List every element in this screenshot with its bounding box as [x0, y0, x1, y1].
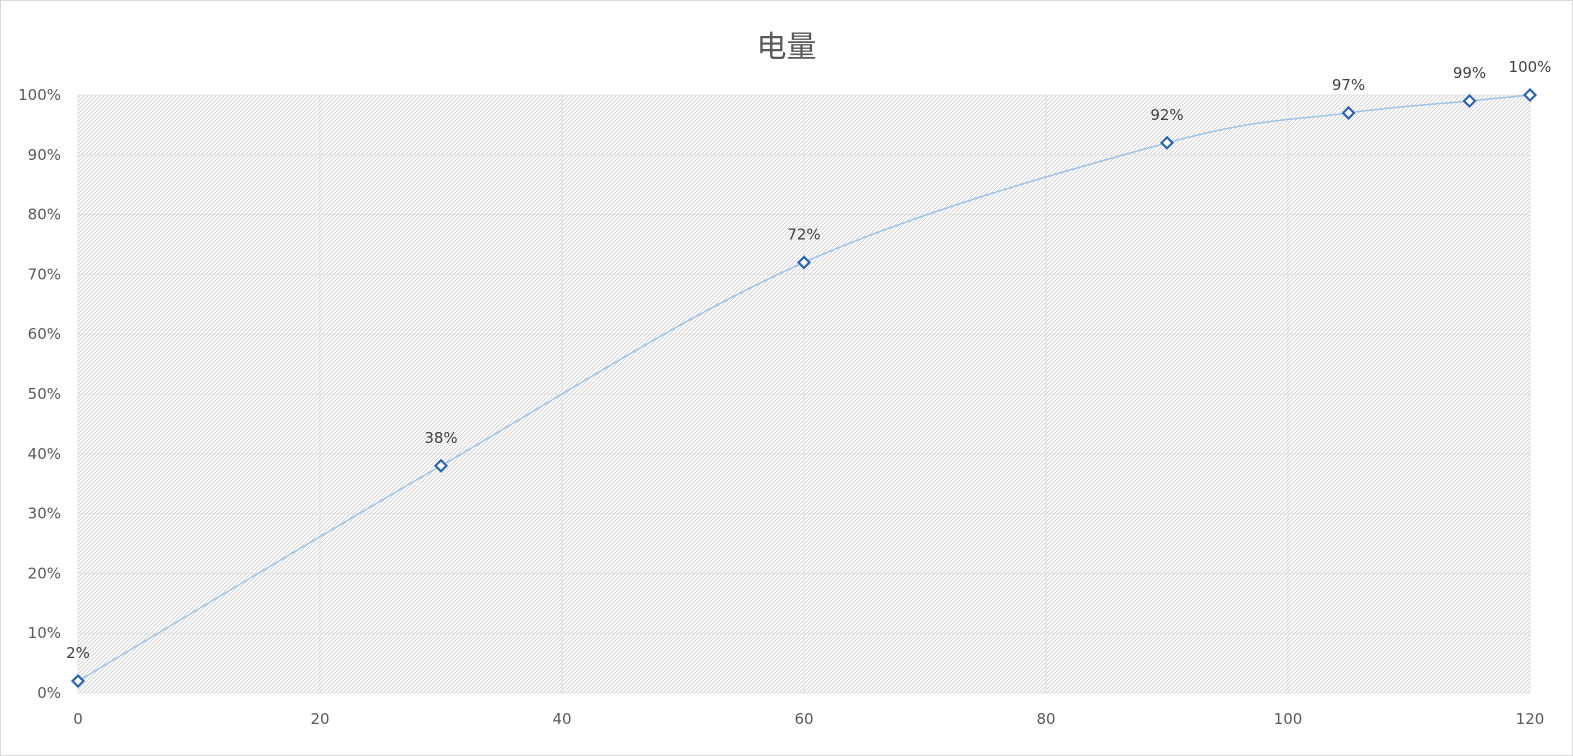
grid-layer [77, 94, 1531, 694]
data-point [1522, 87, 1538, 103]
y-tick-label: 90% [28, 146, 61, 164]
x-tick-label: 120 [1516, 710, 1545, 728]
data-label: 38% [424, 429, 457, 447]
data-label: 92% [1150, 106, 1183, 124]
x-tick-label: 100 [1274, 710, 1303, 728]
y-tick-label: 70% [28, 265, 61, 283]
series-line [77, 94, 1531, 682]
x-tick-label: 40 [552, 710, 571, 728]
data-point [433, 458, 449, 473]
x-tick-label: 0 [73, 710, 83, 728]
data-label: 97% [1332, 76, 1365, 94]
marker-layer [70, 87, 1538, 689]
x-tick-label: 80 [1036, 710, 1055, 728]
y-tick-label: 30% [28, 505, 61, 523]
label-layer: 2% 38% 72% 92% 97% 99% 100% [66, 58, 1551, 662]
data-point [1159, 135, 1175, 150]
chart-title: 电量 [756, 30, 817, 65]
y-tick-label: 10% [28, 624, 61, 642]
y-tick-label: 20% [28, 564, 61, 582]
data-label: 100% [1509, 58, 1552, 76]
data-point [70, 673, 86, 689]
y-tick-label: 40% [28, 445, 61, 463]
data-label: 99% [1453, 64, 1486, 82]
y-tick-label: 60% [28, 325, 61, 343]
data-point [1341, 105, 1356, 120]
x-tick-label: 20 [310, 710, 329, 728]
y-tick-label: 100% [18, 86, 61, 104]
data-label: 72% [787, 225, 820, 243]
x-tick-label: 60 [794, 710, 813, 728]
y-tick-label: 50% [28, 385, 61, 403]
data-label: 2% [66, 644, 90, 662]
y-tick-label: 80% [28, 206, 61, 224]
data-point [796, 255, 812, 270]
y-tick-label: 0% [37, 684, 61, 702]
axis-layer: 0% 10% 20% 30% 40% 50% 60% 70% 80% 90% 100% 0 20 40 60… [18, 86, 1544, 728]
data-point [1462, 93, 1477, 109]
